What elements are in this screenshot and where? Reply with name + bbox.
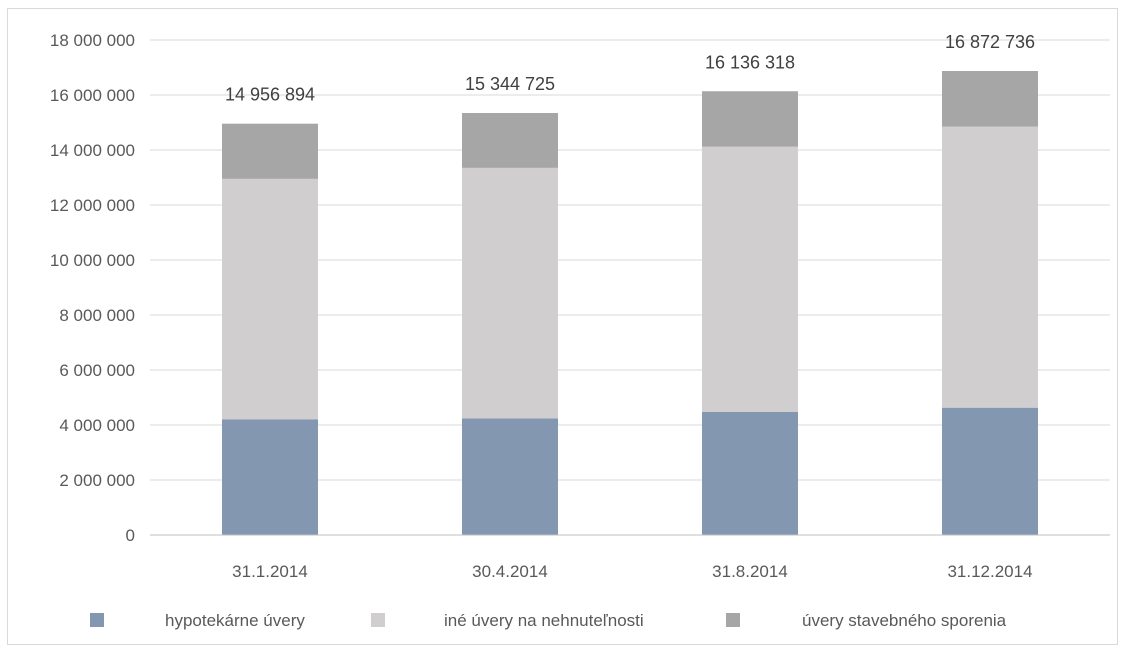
y-tick-label: 10 000 000 [50,251,135,270]
legend-label: iné úvery na nehnuteľnosti [444,611,644,630]
total-label: 15 344 725 [465,74,555,94]
y-axis-tick-labels: 0 2 000 000 4 000 000 6 000 000 8 000 000 10 … [50,31,135,545]
bar-segment [702,411,798,535]
x-tick-label: 31.1.2014 [232,562,308,581]
bar-segment [942,407,1038,535]
y-tick-label: 6 000 000 [59,361,135,380]
y-tick-label: 8 000 000 [59,306,135,325]
bar-segment [222,178,318,420]
bar-segment [462,418,558,535]
total-label: 14 956 894 [225,85,315,105]
bar-segment [462,167,558,419]
legend: hypotekárne úvery iné úvery na nehnuteľno… [90,611,1007,630]
total-label: 16 872 736 [945,32,1035,52]
y-tick-label: 0 [126,526,135,545]
x-axis-tick-labels: 31.1.2014 30.4.2014 31.8.2014 31.12.2014 [232,562,1032,581]
legend-marker [90,613,104,627]
bar-segment [222,123,318,179]
y-tick-label: 2 000 000 [59,471,135,490]
bar-segment [942,70,1038,127]
y-tick-label: 4 000 000 [59,416,135,435]
x-tick-label: 30.4.2014 [472,562,548,581]
bar-segment [942,126,1038,408]
bars [222,70,1038,535]
x-tick-label: 31.8.2014 [712,562,788,581]
chart-frame [7,8,1118,645]
y-tick-label: 16 000 000 [50,86,135,105]
bar-segment [222,419,318,535]
legend-label: úvery stavebného sporenia [802,611,1007,630]
legend-marker [726,613,740,627]
total-label: 16 136 318 [705,52,795,72]
x-tick-label: 31.12.2014 [947,562,1032,581]
bar-segment [462,113,558,168]
y-tick-label: 18 000 000 [50,31,135,50]
bar-segment [702,146,798,412]
y-tick-label: 14 000 000 [50,141,135,160]
y-tick-label: 12 000 000 [50,196,135,215]
legend-label: hypotekárne úvery [165,611,305,630]
bar-segment [702,91,798,147]
total-labels: 14 956 894 15 344 725 16 136 318 16 872 736 [225,32,1035,105]
legend-marker [371,613,385,627]
